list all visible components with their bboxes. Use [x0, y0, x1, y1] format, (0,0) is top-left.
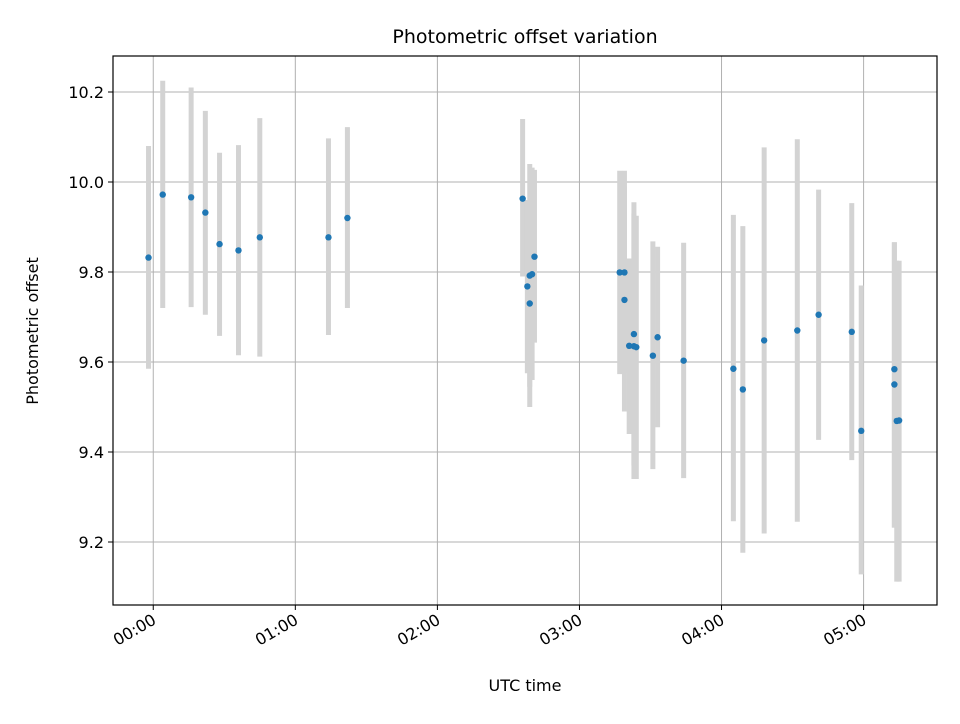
data-point: [760, 337, 768, 344]
data-point: [202, 209, 209, 216]
data-point: [630, 330, 638, 338]
data-point: [531, 253, 538, 260]
data-point: [344, 214, 351, 222]
data-point: [891, 366, 898, 373]
plot-frame: [112, 55, 938, 606]
data-point: [633, 343, 640, 351]
data-point: [524, 283, 531, 290]
data-point: [519, 195, 526, 202]
point-layer: [145, 191, 903, 435]
errorbar-layer: [146, 80, 902, 582]
data-point: [187, 194, 195, 201]
y-tick-label: 9.6: [79, 353, 104, 372]
x-tick-label: 03:00: [536, 610, 585, 650]
data-point: [159, 191, 166, 198]
data-point: [680, 357, 687, 364]
data-point: [848, 328, 855, 336]
data-point: [739, 386, 747, 393]
y-tick-label: 9.2: [79, 533, 104, 552]
data-point: [145, 254, 152, 261]
x-axis-title: UTC time: [489, 676, 562, 695]
data-point: [794, 327, 801, 334]
y-tick-label: 10.0: [68, 173, 104, 192]
x-tick-label: 04:00: [678, 610, 727, 650]
data-point: [616, 269, 623, 276]
x-tick-label: 02:00: [394, 610, 443, 650]
data-point: [815, 311, 822, 318]
data-point: [256, 234, 264, 241]
y-tick-label: 10.2: [68, 83, 104, 102]
data-point: [895, 417, 903, 424]
y-tick-label: 9.4: [79, 443, 104, 462]
y-axis: 9.2 9.4 9.6 9.8 10.0 10.2: [68, 83, 113, 552]
data-point: [654, 334, 661, 341]
data-point: [528, 271, 536, 278]
data-point: [216, 240, 223, 248]
data-point: [526, 300, 533, 307]
x-tick-label: 00:00: [110, 610, 159, 650]
x-axis: 00:00 01:00 02:00 03:00 04:00 05:00: [110, 605, 870, 650]
data-point: [858, 427, 865, 435]
data-point: [730, 365, 737, 372]
data-point: [621, 269, 628, 276]
y-tick-label: 9.8: [79, 263, 104, 282]
data-point: [325, 234, 332, 241]
data-point: [625, 342, 633, 349]
y-axis-title: Photometric offset: [23, 257, 42, 405]
x-tick-label: 01:00: [252, 610, 301, 650]
data-point: [621, 296, 628, 304]
chart-title: Photometric offset variation: [392, 26, 657, 48]
data-point: [891, 381, 898, 388]
x-tick-label: 05:00: [820, 610, 869, 650]
data-point: [649, 352, 657, 359]
data-point: [235, 247, 242, 254]
